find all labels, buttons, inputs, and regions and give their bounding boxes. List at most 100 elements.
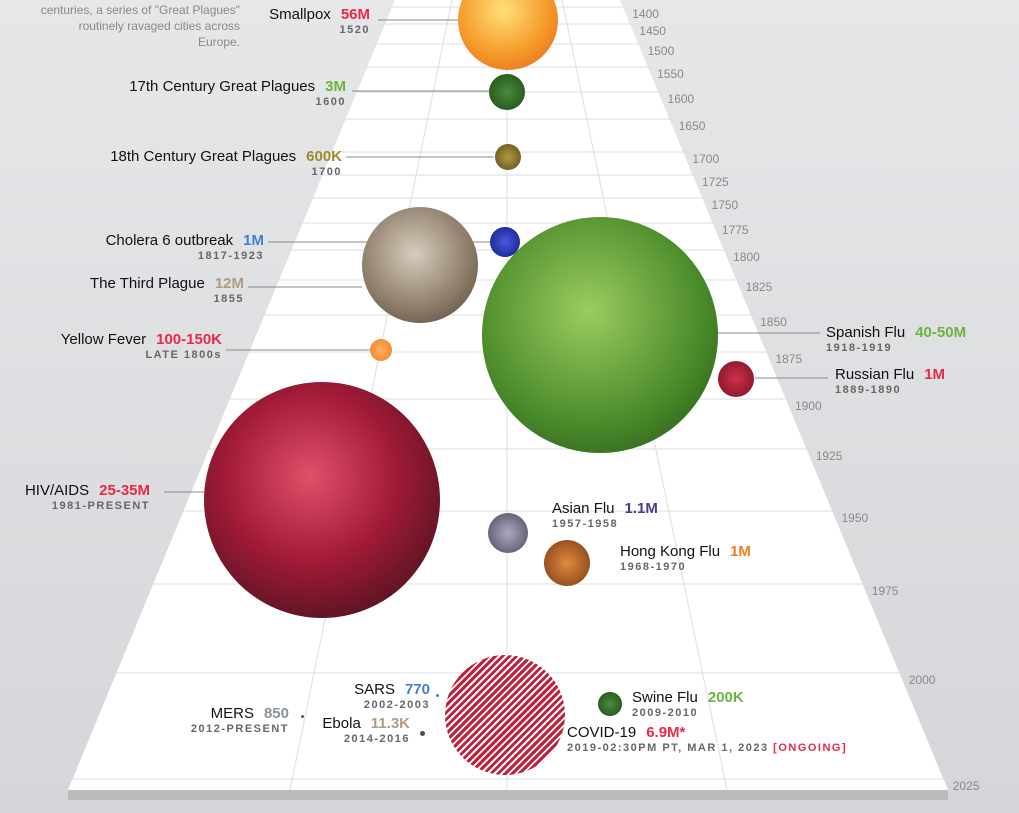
18th-plague-virus (495, 144, 521, 170)
event-label: Smallpox 56M 1520 (269, 6, 370, 37)
sars-date: 2002-2003 (363, 699, 430, 712)
event-label: COVID-19 6.9M* 2019-02:30PM PT, MAR 1, 202… (567, 724, 847, 755)
yellow-fever-date: LATE 1800s (145, 349, 222, 362)
hong-kong-flu-virus (544, 540, 590, 586)
event-label: The Third Plague 12M 1855 (90, 275, 244, 306)
18th-century-great-plagues-value: 600K (306, 148, 342, 165)
year-label: 1950 (841, 511, 869, 525)
event-label: Yellow Fever 100-150K LATE 1800s (61, 331, 222, 362)
year-label: 1600 (667, 92, 695, 106)
event-label: Asian Flu 1.1M 1957-1958 (552, 500, 658, 531)
covid-19-value: 6.9M* (646, 724, 686, 741)
russian-flu-value: 1M (924, 366, 946, 383)
year-label: 1925 (815, 449, 843, 463)
17th-century-great-plagues-name: 17th Century Great Plagues (129, 78, 316, 95)
mers-dot (301, 715, 304, 718)
18th-century-great-plagues-name: 18th Century Great Plagues (110, 148, 297, 165)
year-label: 1825 (745, 280, 773, 294)
year-label: 1650 (678, 119, 706, 133)
spanish-flu-value: 40-50M (915, 324, 967, 341)
hong-kong-flu-date: 1968-1970 (620, 561, 687, 574)
yellow-fever-name: Yellow Fever (60, 331, 147, 348)
russian-flu-virus (718, 361, 754, 397)
covid-virus (445, 655, 565, 775)
mers-name: MERS (210, 705, 254, 722)
asian-flu-date: 1957-1958 (552, 518, 619, 531)
17th-plague-virus (489, 74, 525, 110)
ebola-date: 2014-2016 (343, 733, 410, 746)
year-label: 1900 (794, 399, 822, 413)
swine-flu-virus (598, 692, 622, 716)
russian-flu-date: 1889-1890 (835, 384, 902, 397)
event-label: 18th Century Great Plagues 600K 1700 (110, 148, 342, 179)
hong-kong-flu-value: 1M (730, 543, 751, 560)
event-label: Ebola 11.3K 2014-2016 (322, 715, 410, 746)
17th-century-great-plagues-value: 3M (325, 78, 346, 95)
hiv-aids-value: 25-35M (99, 482, 150, 499)
year-label: 1725 (701, 175, 729, 189)
year-label: 2000 (908, 673, 936, 687)
asian-flu-value: 1.1M (624, 500, 658, 517)
event-label: MERS 850 2012-PRESENT (191, 705, 289, 736)
hiv-virus (204, 382, 440, 618)
event-label: Hong Kong Flu 1M 1968-1970 (620, 543, 751, 574)
yellow-fever-virus (370, 339, 392, 361)
year-label: 1700 (692, 152, 720, 166)
sars-dot (436, 694, 439, 697)
year-label: 1775 (721, 223, 749, 237)
asian-flu-name: Asian Flu (552, 500, 615, 517)
asian-flu-virus (488, 513, 528, 553)
russian-flu-name: Russian Flu (835, 366, 915, 383)
event-label: 17th Century Great Plagues 3M 1600 (129, 78, 346, 109)
year-label: 1500 (647, 44, 675, 58)
18th-century-great-plagues-date: 1700 (311, 166, 342, 179)
smallpox-value: 56M (340, 6, 370, 23)
mers-value: 850 (263, 705, 289, 722)
cholera-6-outbreak-date: 1817-1923 (197, 250, 264, 263)
smallpox-date: 1520 (339, 24, 370, 37)
17th-century-great-plagues-date: 1600 (315, 96, 346, 109)
year-label: 1850 (760, 315, 787, 329)
the-third-plague-name: The Third Plague (90, 275, 205, 292)
hong-kong-flu-name: Hong Kong Flu (620, 543, 721, 560)
ebola-name: Ebola (322, 715, 361, 732)
year-label: 1875 (775, 352, 803, 366)
year-label: 1750 (711, 198, 739, 212)
covid-19-name: COVID-19 (567, 724, 637, 741)
yellow-fever-value: 100-150K (156, 331, 222, 348)
year-label: 2025 (952, 779, 980, 793)
covid-19-date: 2019-02:30PM PT, MAR 1, 2023 [ONGOING] (567, 742, 848, 755)
swine-flu-name: Swine Flu (632, 689, 698, 706)
swine-flu-value: 200K (707, 689, 744, 706)
spanish-flu-name: Spanish Flu (826, 324, 906, 341)
event-label: SARS 770 2002-2003 (354, 681, 430, 712)
year-label: 1800 (733, 250, 760, 264)
third-plague-virus (362, 207, 478, 323)
cholera-6-outbreak-name: Cholera 6 outbreak (105, 232, 234, 249)
ebola-value: 11.3K (370, 715, 410, 732)
year-label: 1450 (639, 24, 666, 38)
cholera-6-outbreak-value: 1M (243, 232, 264, 249)
mers-date: 2012-PRESENT (190, 723, 289, 736)
annotation-note: centuries, a series of "Great Plagues" r… (40, 3, 240, 49)
event-label: Russian Flu 1M 1889-1890 (835, 366, 945, 397)
event-label: Spanish Flu 40-50M 1918-1919 (826, 324, 966, 355)
swine-flu-date: 2009-2010 (632, 707, 699, 720)
hiv-aids-name: HIV/AIDS (24, 482, 90, 499)
year-label: 1550 (657, 67, 684, 81)
event-label: Swine Flu 200K 2009-2010 (632, 689, 744, 720)
hiv-aids-date: 1981-PRESENT (51, 500, 150, 513)
event-label: HIV/AIDS 25-35M 1981-PRESENT (25, 482, 150, 513)
sars-name: SARS (354, 681, 395, 698)
ongoing-status: [ONGOING] (768, 742, 848, 755)
sars-value: 770 (404, 681, 430, 698)
spanish-flu-virus (482, 217, 718, 453)
the-third-plague-value: 12M (214, 275, 244, 292)
year-label: 1400 (632, 7, 659, 21)
spanish-flu-date: 1918-1919 (826, 342, 893, 355)
year-label: 1975 (871, 584, 899, 598)
the-third-plague-date: 1855 (213, 293, 244, 306)
ebola-dot (420, 731, 425, 736)
smallpox-name: Smallpox (269, 6, 331, 23)
event-label: Cholera 6 outbreak 1M 1817-1923 (106, 232, 264, 263)
